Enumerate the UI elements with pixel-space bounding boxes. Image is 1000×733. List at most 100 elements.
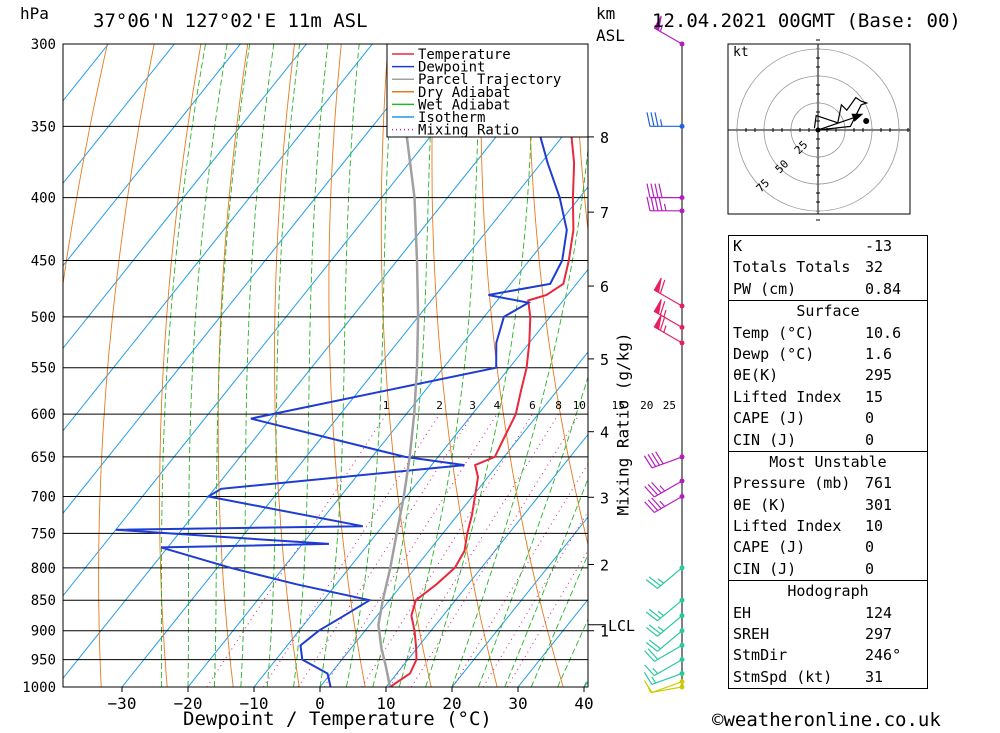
index-label: StmSpd (kt)	[733, 667, 833, 686]
km-tick-label: 2	[600, 556, 609, 574]
index-value: 295	[865, 366, 893, 385]
wind-barb-flag	[659, 316, 666, 331]
isotherm-line	[63, 44, 439, 515]
index-label: θE (K)	[733, 495, 788, 514]
x-tick-label: 0	[315, 694, 325, 713]
index-label: Pressure (mb)	[733, 474, 851, 493]
index-label: CIN (J)	[733, 430, 797, 449]
location-title: 37°06'N 127°02'E 11m ASL	[93, 10, 368, 32]
wind-barb-staff	[657, 615, 683, 637]
wind-barb-flag	[646, 196, 651, 211]
index-label: Dewp (°C)	[733, 344, 815, 363]
wet-adiabat-line	[425, 44, 536, 687]
wind-barb	[653, 314, 685, 346]
wind-barb-half-flag	[652, 667, 659, 675]
index-label: CAPE (J)	[733, 409, 806, 428]
wind-barb-half-flag	[659, 24, 664, 32]
wet-adiabat-line	[187, 44, 228, 687]
wind-barb-flag	[659, 301, 666, 316]
x-tick-label: 20	[442, 694, 461, 713]
index-value: 31	[865, 667, 884, 686]
mixing-ratio-line	[361, 413, 533, 687]
index-value: 10.6	[865, 323, 902, 342]
wind-barb-flag	[648, 624, 661, 635]
isotherm-line	[319, 351, 588, 687]
index-row: StmDir 246°	[729, 645, 927, 666]
wind-barb-flag	[654, 196, 659, 211]
isotherm-line	[187, 186, 588, 687]
pressure-tick-label: 450	[31, 254, 56, 270]
km-tick-label: 1	[600, 623, 609, 641]
index-label: Lifted Index	[733, 387, 842, 406]
wet-adiabat-line	[213, 44, 251, 687]
wind-barb-flag	[651, 497, 662, 509]
wind-barb-staff	[651, 456, 683, 469]
index-value: 0	[865, 430, 875, 449]
pressure-tick-label: 850	[31, 593, 56, 609]
mixing-ratio-line	[452, 462, 588, 687]
dry-adiabat-line	[217, 44, 249, 687]
pressure-tick-label: 800	[31, 561, 56, 577]
plot-frame	[62, 43, 589, 688]
wind-barb-flag	[646, 183, 651, 198]
isotherm-line	[63, 44, 307, 350]
pressure-tick-label: 400	[31, 191, 56, 207]
index-row: Dewp (°C) 1.6	[729, 344, 927, 365]
index-label: θE(K)	[733, 366, 779, 385]
wet-adiabat-line	[345, 44, 395, 687]
most-unstable-title: Most Unstable	[769, 452, 887, 471]
height-unit: km	[596, 4, 616, 23]
index-row: CAPE (J) 0	[729, 537, 927, 558]
wind-barb-staff	[651, 672, 683, 685]
mixing-ratio-label: 20	[640, 399, 653, 412]
isotherm-line	[63, 44, 175, 185]
dry-adiabat-line	[159, 44, 202, 687]
index-label: Temp (°C)	[733, 323, 815, 342]
index-label: CAPE (J)	[733, 538, 806, 557]
index-label: Totals Totals	[733, 258, 851, 277]
wind-barb	[646, 183, 685, 201]
copyright-text[interactable]: ©weatheronline.co.uk	[712, 709, 941, 731]
x-axis-label: Dewpoint / Temperature (°C)	[183, 708, 492, 730]
index-value: 0	[865, 559, 875, 578]
isotherm-line	[253, 268, 588, 687]
pressure-tick-label: 350	[31, 119, 56, 135]
wet-adiabat-line	[530, 553, 588, 687]
wind-barb-half-flag	[657, 610, 664, 617]
x-tick-label: −30	[108, 694, 137, 713]
index-value: 10	[865, 517, 884, 536]
hodograph-unit: kt	[733, 45, 749, 60]
wind-barb-staff	[653, 644, 683, 662]
wet-adiabat-line	[240, 44, 275, 687]
pressure-tick-label: 650	[31, 450, 56, 466]
mixing-ratio-axis-label: Mixing Ratio (g/kg)	[613, 332, 633, 516]
wind-barb-half-flag	[663, 325, 667, 333]
wind-barb-flag	[648, 639, 661, 650]
index-row: PW (cm) 0.84	[729, 279, 927, 300]
isotherm-line	[121, 103, 588, 687]
wind-barb-staff	[653, 495, 683, 514]
legend-label: Dewpoint	[418, 60, 485, 76]
wind-barb-flag	[654, 183, 659, 198]
index-value: 301	[865, 495, 893, 514]
wet-adiabat-line	[477, 375, 588, 687]
isotherm-line	[63, 44, 505, 597]
pressure-tick-label: 700	[31, 490, 56, 506]
wet-adiabat-line	[557, 618, 588, 687]
km-tick-label: 4	[600, 424, 609, 442]
wind-barb	[643, 670, 685, 685]
km-tick-label: 3	[600, 489, 609, 507]
wind-barb	[643, 451, 685, 469]
wind-barb-flag	[647, 648, 659, 660]
wet-adiabat-line	[319, 44, 360, 687]
legend-label: Parcel Trajectory	[418, 72, 561, 88]
legend-label: Temperature	[418, 47, 511, 63]
dewpoint-line	[115, 44, 568, 687]
index-value: 0.84	[865, 279, 902, 298]
legend-label: Wet Adiabat	[418, 97, 511, 113]
wind-barb-flag	[645, 642, 658, 652]
wind-barb-flag	[654, 112, 659, 127]
pressure-tick-label: 900	[31, 624, 56, 640]
wet-adiabat-line	[372, 44, 436, 687]
